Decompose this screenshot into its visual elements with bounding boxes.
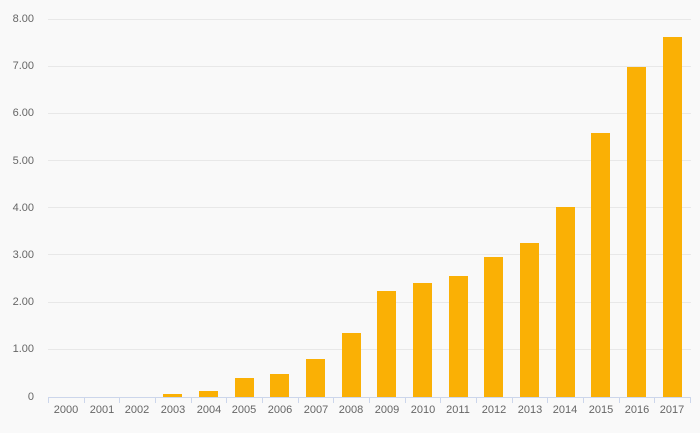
x-axis-tick [583, 398, 584, 403]
bar-2010[interactable] [413, 283, 432, 397]
x-axis-tick-label: 2002 [124, 404, 150, 416]
x-axis-tick-label: 2000 [53, 404, 79, 416]
x-axis-tick [547, 398, 548, 403]
x-axis-tick-label: 2017 [659, 404, 685, 416]
x-axis-tick [369, 398, 370, 403]
x-axis-tick [48, 398, 49, 403]
x-axis-tick-label: 2013 [517, 404, 543, 416]
x-axis-tick [476, 398, 477, 403]
x-axis-tick-label: 2014 [552, 404, 578, 416]
x-axis-tick [262, 398, 263, 403]
x-axis-line [48, 397, 691, 398]
y-gridline [48, 160, 691, 162]
x-axis-tick-label: 2004 [196, 404, 222, 416]
x-axis-tick [191, 398, 192, 403]
y-axis-tick-label: 8.00 [12, 13, 34, 25]
x-axis-tick [512, 398, 513, 403]
x-axis-tick [155, 398, 156, 403]
x-axis-tick-label: 2007 [303, 404, 329, 416]
y-gridline [48, 112, 691, 114]
bar-2006[interactable] [270, 374, 289, 397]
x-axis-tick-label: 2011 [446, 404, 470, 416]
y-gridline [48, 254, 691, 256]
x-axis-tick-label: 2015 [588, 404, 614, 416]
y-axis-tick-label: 4.00 [12, 201, 34, 214]
y-axis-tick-label: 0 [27, 390, 34, 403]
bar-2005[interactable] [235, 378, 254, 397]
x-axis-tick-label: 2009 [374, 404, 400, 416]
bar-2011[interactable] [449, 276, 468, 397]
x-axis-tick-label: 2008 [338, 404, 364, 416]
x-axis-tick [690, 398, 691, 403]
y-gridline [48, 65, 691, 67]
bar-2008[interactable] [342, 333, 361, 397]
x-axis-tick [405, 398, 406, 403]
y-gridline [48, 348, 691, 350]
x-axis-tick [119, 398, 120, 403]
y-axis-tick-label: 2.00 [12, 296, 34, 309]
x-axis-tick-label: 2003 [160, 404, 186, 416]
y-gridline [48, 301, 691, 303]
y-gridline [48, 18, 691, 20]
bar-2004[interactable] [199, 391, 218, 397]
y-axis-tick-label: 6.00 [12, 107, 34, 120]
x-axis-tick-label: 2012 [481, 404, 507, 416]
bar-2007[interactable] [306, 359, 325, 397]
bar-2016[interactable] [627, 67, 646, 397]
x-axis-tick [440, 398, 441, 403]
x-axis-tick-label: 2001 [89, 404, 115, 416]
x-axis-tick-label: 2005 [231, 404, 257, 416]
x-axis-tick [84, 398, 85, 403]
x-axis-tick [333, 398, 334, 403]
bar-2009[interactable] [377, 291, 396, 397]
bar-2014[interactable] [556, 207, 575, 397]
x-axis-tick [654, 398, 655, 403]
y-axis-tick-label: 1.00 [12, 343, 34, 356]
y-axis-tick-label: 7.00 [12, 60, 34, 73]
bar-2015[interactable] [591, 133, 610, 397]
y-axis-tick-label: 3.00 [12, 248, 34, 261]
bar-2013[interactable] [520, 243, 539, 397]
x-axis-tick [226, 398, 227, 403]
bar-2012[interactable] [484, 257, 503, 397]
x-axis-tick-label: 2016 [624, 404, 650, 416]
x-axis-tick-label: 2010 [410, 404, 436, 416]
bar-2017[interactable] [663, 37, 682, 397]
x-axis-tick [619, 398, 620, 403]
x-axis-tick-label: 2006 [267, 404, 293, 416]
x-axis-tick [298, 398, 299, 403]
bar-2003[interactable] [163, 394, 182, 397]
y-axis-tick-label: 5.00 [12, 154, 34, 167]
y-gridline [48, 207, 691, 209]
